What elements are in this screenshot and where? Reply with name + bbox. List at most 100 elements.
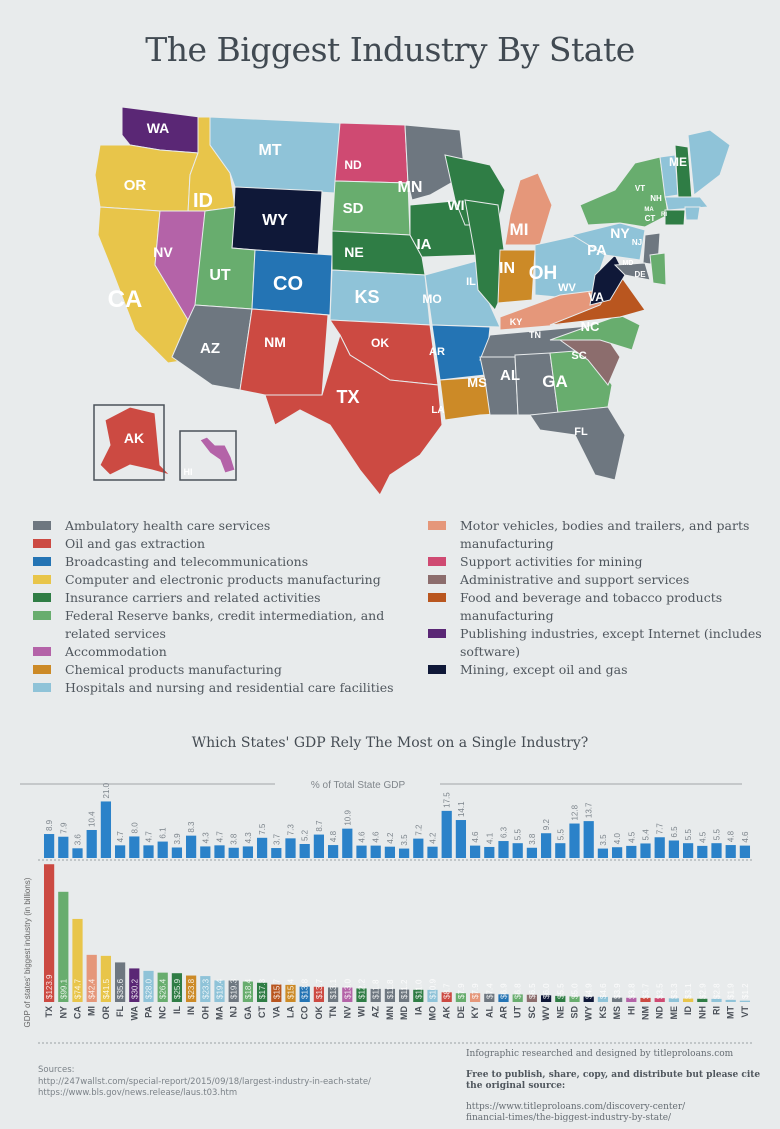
category-label: CO — [300, 1006, 310, 1020]
category-label: MD — [399, 1006, 409, 1020]
legend-swatch — [33, 611, 51, 620]
pct-bar — [512, 843, 523, 858]
gdp-bar — [498, 994, 509, 1002]
legend-item: Ambulatory health care services — [33, 517, 413, 535]
state-label: PA — [587, 242, 607, 259]
gdp-value-label: $17.3 — [258, 978, 267, 999]
gdp-bar — [555, 995, 566, 1002]
hawaii-inset-frame — [179, 430, 237, 481]
gdp-bar — [157, 972, 168, 1002]
legend-swatch — [428, 665, 446, 674]
category-label: WV — [541, 1006, 551, 1021]
state-label: CA — [108, 286, 143, 313]
gdp-bar — [398, 989, 410, 1002]
source-link[interactable]: https://www.bls.gov/news.release/laus.t0… — [38, 1088, 238, 1098]
pct-value-label: 8.3 — [187, 821, 196, 833]
gdp-value-label: $3.7 — [642, 983, 651, 999]
source-link[interactable]: http://247wallst.com/special-report/2015… — [38, 1076, 371, 1087]
gdp-value-label: $6.9 — [500, 983, 509, 999]
sources-block: Sources: http://247wallst.com/special-re… — [38, 1065, 371, 1100]
state-tx — [264, 333, 443, 495]
state-label: MA — [644, 207, 654, 213]
gdp-value-label: $1.2 — [741, 983, 750, 999]
gdp-value-label: $30.2 — [130, 978, 139, 999]
state-label: VT — [635, 184, 645, 193]
state-ak — [99, 406, 172, 476]
gdp-bar — [256, 982, 268, 1002]
state-label: AL — [500, 367, 520, 384]
gdp-bar — [242, 981, 254, 1002]
gdp-bar — [171, 973, 183, 1002]
gdp-bar — [427, 989, 438, 1002]
pct-value-label: 8.7 — [315, 820, 324, 832]
legend-item: Mining, except oil and gas — [428, 661, 768, 679]
pct-value-label: 10.4 — [88, 811, 97, 827]
state-label: GA — [542, 372, 568, 391]
state-label: NY — [610, 225, 630, 241]
pct-bar — [228, 847, 239, 858]
category-label: AR — [499, 1006, 509, 1019]
gdp-bar — [711, 998, 722, 1002]
state-label: OK — [371, 336, 389, 350]
state-label: ME — [669, 155, 687, 169]
pct-bar — [157, 841, 168, 858]
gdp-value-label: $7.9 — [471, 983, 480, 999]
pct-value-label: 3.8 — [528, 833, 537, 845]
category-label: AZ — [371, 1006, 381, 1018]
gdp-value-label: $4.6 — [599, 983, 608, 999]
pct-bar — [185, 835, 197, 858]
pct-value-label: 13.7 — [585, 802, 594, 818]
category-label: SD — [570, 1006, 580, 1019]
legend-swatch — [33, 575, 51, 584]
category-label: FL — [115, 1006, 125, 1017]
state-fl — [529, 406, 626, 481]
state-wv — [589, 254, 626, 306]
gdp-bar — [626, 997, 637, 1002]
category-label: AK — [442, 1006, 452, 1019]
pct-bar — [100, 801, 112, 858]
legend-item: Support activities for mining — [428, 553, 768, 571]
gdp-bar — [228, 980, 239, 1002]
pct-value-label: 4.7 — [145, 831, 154, 843]
pct-value-label: 4.7 — [116, 831, 125, 843]
gdp-bar — [540, 995, 552, 1002]
pct-bar — [526, 847, 538, 858]
gdp-bar — [413, 989, 424, 1002]
category-label: VA — [271, 1006, 281, 1018]
category-label: TX — [44, 1006, 54, 1018]
legend-item: Hospitals and nursing and residential ca… — [33, 679, 413, 697]
state-label: TN — [529, 330, 541, 340]
legend-swatch — [33, 557, 51, 566]
category-label: IA — [413, 1005, 423, 1015]
source-url[interactable]: https://www.titleproloans.com/discovery-… — [466, 1102, 766, 1124]
state-mn — [404, 124, 466, 201]
gdp-value-label: $5.5 — [556, 983, 565, 999]
state-label: WI — [447, 197, 464, 213]
legend-label: Administrative and support services — [460, 572, 690, 587]
gdp-value-label: $13.7 — [315, 978, 324, 999]
gdp-bar — [640, 997, 651, 1002]
gdp-value-label: $35.6 — [116, 978, 125, 999]
gdp-bar — [58, 891, 69, 1002]
category-label: MA — [215, 1006, 225, 1020]
pct-value-label: 4.6 — [741, 831, 750, 843]
pct-bar — [555, 843, 566, 858]
category-label: ND — [655, 1006, 665, 1019]
state-nd — [334, 122, 409, 184]
category-label: PA — [144, 1006, 154, 1018]
category-label: MI — [87, 1006, 97, 1016]
pct-bar — [682, 843, 694, 858]
category-label: CA — [73, 1006, 83, 1019]
gdp-bar — [725, 999, 736, 1002]
state-label: DE — [634, 270, 646, 279]
gdp-value-label: $6.5 — [528, 983, 537, 999]
pct-value-label: 8.9 — [45, 819, 54, 831]
state-label: NC — [581, 319, 600, 334]
category-label: NE — [555, 1006, 565, 1019]
gdp-bar — [271, 984, 282, 1002]
pct-bar — [640, 843, 651, 858]
pct-bar — [711, 843, 722, 858]
state-label: NV — [153, 244, 173, 260]
pct-value-label: 4.5 — [627, 831, 636, 843]
bar-chart: % of Total State GDP GDP of states' bigge… — [20, 780, 754, 1044]
